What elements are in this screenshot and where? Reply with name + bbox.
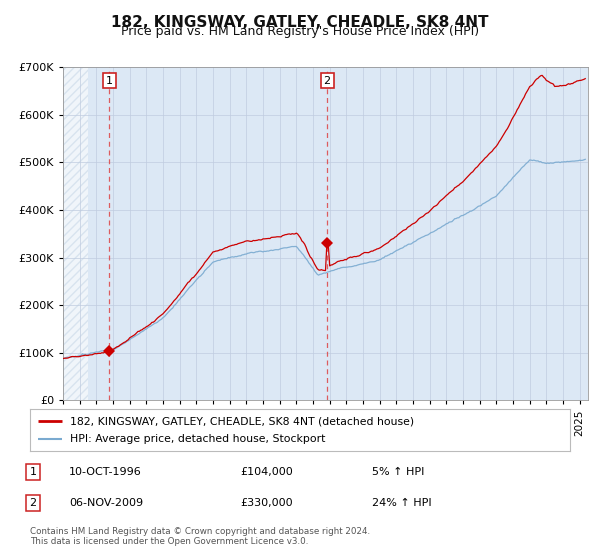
Text: Price paid vs. HM Land Registry's House Price Index (HPI): Price paid vs. HM Land Registry's House …	[121, 25, 479, 38]
Text: 5% ↑ HPI: 5% ↑ HPI	[372, 467, 424, 477]
Bar	[63, 67, 88, 400]
Text: 182, KINGSWAY, GATLEY, CHEADLE, SK8 4NT: 182, KINGSWAY, GATLEY, CHEADLE, SK8 4NT	[111, 15, 489, 30]
Text: 06-NOV-2009: 06-NOV-2009	[69, 498, 143, 508]
Text: 1: 1	[29, 467, 37, 477]
Text: 182, KINGSWAY, GATLEY, CHEADLE, SK8 4NT (detached house): 182, KINGSWAY, GATLEY, CHEADLE, SK8 4NT …	[71, 417, 415, 426]
Text: £104,000: £104,000	[240, 467, 293, 477]
Text: £330,000: £330,000	[240, 498, 293, 508]
Text: Contains HM Land Registry data © Crown copyright and database right 2024.
This d: Contains HM Land Registry data © Crown c…	[30, 526, 370, 546]
Text: HPI: Average price, detached house, Stockport: HPI: Average price, detached house, Stoc…	[71, 434, 326, 444]
Text: 10-OCT-1996: 10-OCT-1996	[69, 467, 142, 477]
Text: 1: 1	[106, 76, 113, 86]
Text: 2: 2	[29, 498, 37, 508]
Text: 24% ↑ HPI: 24% ↑ HPI	[372, 498, 431, 508]
Text: 2: 2	[323, 76, 331, 86]
